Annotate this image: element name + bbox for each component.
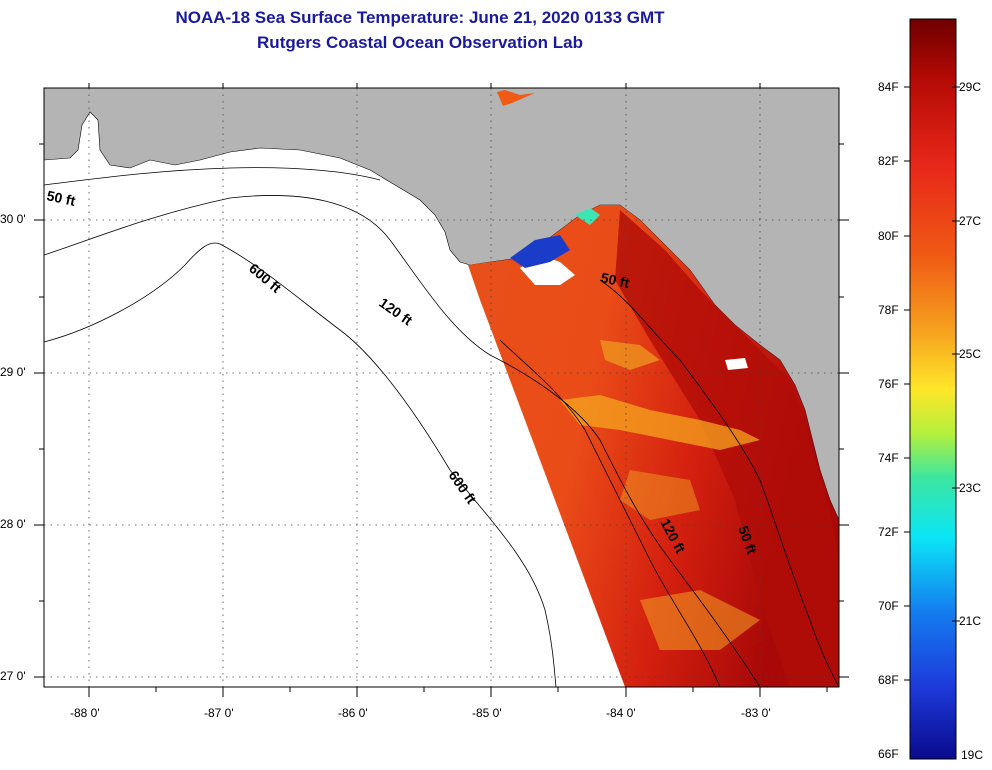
map-title: NOAA-18 Sea Surface Temperature: June 21… (175, 8, 665, 27)
no-data-patch-2 (725, 358, 748, 370)
cb-f-84: 84F (878, 80, 899, 94)
lon-label-84: -84 0' (606, 706, 636, 720)
map-subtitle: Rutgers Coastal Ocean Observation Lab (257, 33, 583, 52)
contour-label-50ft-east-north: 50 ft (599, 269, 631, 291)
contour-label-50ft-west: 50 ft (45, 187, 77, 209)
lon-label-88: -88 0' (70, 706, 100, 720)
sst-cool-band-4 (620, 470, 700, 520)
cb-f-72: 72F (878, 525, 899, 539)
lat-label-29: 29 0' (0, 365, 26, 379)
cb-c-19: 19C (961, 748, 984, 762)
contour-120ft (44, 195, 761, 687)
cb-f-74: 74F (878, 451, 899, 465)
graticule (44, 88, 839, 687)
cb-f-82: 82F (878, 154, 899, 168)
lat-label-28: 28 0' (0, 517, 26, 531)
cb-c-27: 27C (959, 214, 982, 228)
northern-patch (497, 90, 535, 106)
contour-600ft (44, 242, 557, 687)
coastal-cyan-patch (575, 208, 600, 225)
cb-c-29: 29C (959, 80, 982, 94)
cb-f-66: 66F (878, 747, 899, 761)
contour-50ft-east (599, 279, 839, 687)
sst-cool-band (560, 395, 760, 450)
map-frame (43, 87, 840, 688)
sst-warm-band (615, 210, 839, 687)
bathymetry-contours (44, 167, 839, 687)
cb-f-78: 78F (878, 303, 899, 317)
axis-ticks (34, 83, 849, 697)
cb-f-68: 68F (878, 673, 899, 687)
sst-cool-band-3 (640, 590, 760, 650)
lat-label-30: 30 0' (0, 212, 26, 226)
cb-c-23: 23C (959, 481, 982, 495)
sst-cool-band-2 (600, 340, 660, 370)
cb-c-21: 21C (959, 614, 982, 628)
lat-label-27: 27 0' (0, 669, 26, 683)
cb-f-70: 70F (878, 599, 899, 613)
lon-label-86: -86 0' (338, 706, 368, 720)
lon-label-85: -85 0' (472, 706, 502, 720)
sst-swath (468, 205, 839, 687)
contour-120ft-east (499, 339, 721, 687)
colorbar-ticks (904, 86, 960, 681)
cb-f-76: 76F (878, 377, 899, 391)
cb-c-25: 25C (959, 347, 982, 361)
cb-f-80: 80F (878, 229, 899, 243)
contour-50ft-west (44, 167, 381, 186)
lon-label-83: -83 0' (741, 706, 771, 720)
lon-label-87: -87 0' (204, 706, 234, 720)
coastal-cold-patch (510, 235, 570, 268)
colorbar (909, 18, 957, 760)
